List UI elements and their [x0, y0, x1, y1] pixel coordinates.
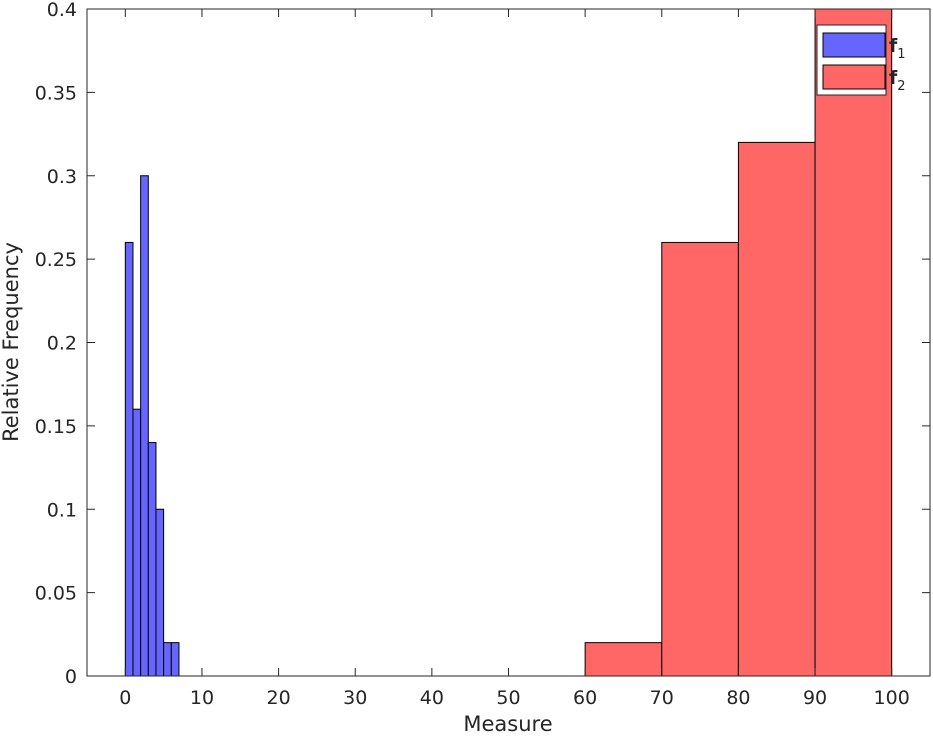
- y-tick-label: 0.3: [47, 166, 77, 188]
- y-tick-label: 0.25: [35, 249, 77, 271]
- y-tick-label: 0.2: [47, 333, 77, 355]
- y-tick-label: 0: [65, 666, 77, 688]
- y-tick-label: 0.1: [47, 499, 77, 521]
- x-tick-label: 90: [803, 687, 827, 709]
- histogram-bar-f1-3: [147, 442, 157, 677]
- x-tick-label: 0: [119, 687, 131, 709]
- histogram-bar-f1-1: [132, 408, 142, 677]
- x-axis-label: Measure: [463, 712, 552, 735]
- legend-label-f1: f1: [889, 35, 906, 62]
- x-tick-label: 70: [650, 687, 674, 709]
- legend-swatch-f1: [822, 32, 886, 58]
- axes-layer: 0 10 20 30 40 50 60 70 80 90 100 0 0.05 0.1 0.15 0.2 0.2…: [35, 0, 931, 709]
- x-tick-label: 80: [726, 687, 750, 709]
- histogram-bar-f1-6: [170, 642, 180, 677]
- y-tick-label: 0.4: [47, 0, 77, 21]
- x-tick-label: 60: [573, 687, 597, 709]
- y-tick-label: 0.35: [35, 82, 77, 104]
- histogram-bar-f1-4: [155, 508, 165, 677]
- x-tick-label: 50: [496, 687, 520, 709]
- histogram-bar-f1-5: [163, 642, 172, 677]
- histogram-bar-f2-0: [584, 642, 663, 677]
- legend-label-f2: f2: [889, 67, 906, 94]
- y-tick-label: 0.05: [35, 583, 77, 605]
- x-tick-label: 30: [343, 687, 367, 709]
- x-tick-label: 100: [874, 687, 910, 709]
- x-tick-label: 20: [266, 687, 290, 709]
- histogram-bar-f1-0: [124, 241, 134, 677]
- histogram-bar-f1-2: [140, 175, 149, 677]
- legend-swatch-f2: [822, 64, 886, 90]
- x-tick-label: 40: [420, 687, 444, 709]
- y-axis-label: Relative Frequency: [0, 242, 23, 442]
- y-tick-label: 0.15: [35, 416, 77, 438]
- x-tick-label: 10: [190, 687, 214, 709]
- histogram-bar-f2-2: [737, 141, 816, 677]
- histogram-bar-f2-1: [661, 241, 739, 677]
- histogram-bar-f2-3: [814, 8, 893, 677]
- bars-layer: [124, 8, 893, 677]
